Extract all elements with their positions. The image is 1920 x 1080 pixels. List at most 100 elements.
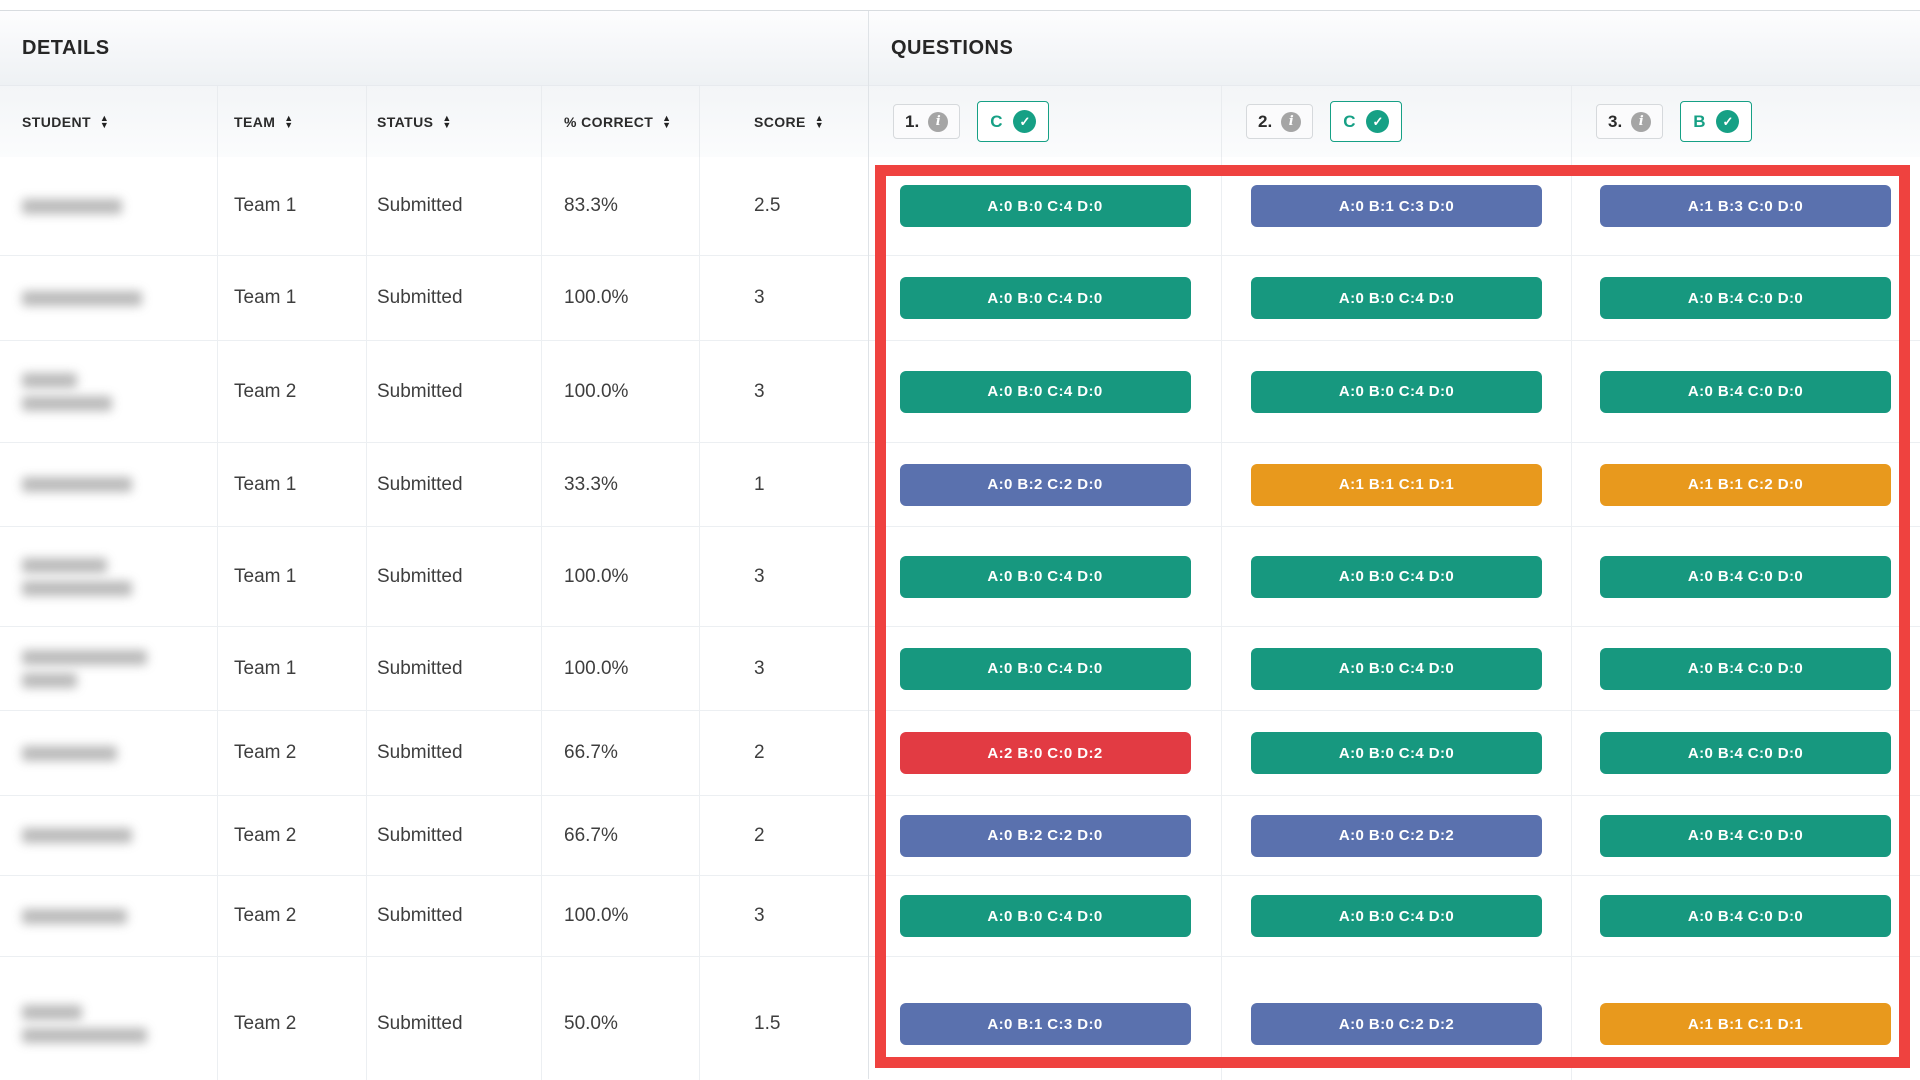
question-2-cell: A:0 B:0 C:4 D:0 [1221, 256, 1571, 340]
question-answers-row: A:2 B:0 C:0 D:2 A:0 B:0 C:4 D:0 A:0 B:4 C:… [869, 711, 1920, 796]
status-cell: Submitted [367, 443, 542, 526]
redacted-name-line [22, 1028, 147, 1043]
student-name-redacted [0, 876, 218, 956]
answer-distribution-pill[interactable]: A:0 B:0 C:4 D:0 [899, 555, 1191, 598]
team-cell: Team 1 [218, 443, 367, 526]
redacted-name-line [22, 557, 107, 573]
question-3-correct-answer-badge[interactable]: B ✓ [1680, 101, 1753, 142]
answer-distribution-pill[interactable]: A:0 B:1 C:3 D:0 [899, 1003, 1191, 1045]
answer-distribution-pill[interactable]: A:0 B:0 C:2 D:2 [1251, 814, 1542, 857]
student-name-redacted [0, 157, 218, 255]
question-3-cell: A:0 B:4 C:0 D:0 [1571, 796, 1919, 875]
question-header-3: 3. i B ✓ [1571, 86, 1919, 157]
question-3-cell: A:0 B:4 C:0 D:0 [1571, 627, 1919, 710]
score-cell: 1.5 [754, 1013, 781, 1034]
answer-distribution-pill[interactable]: A:0 B:4 C:0 D:0 [1600, 647, 1891, 690]
team-cell: Team 1 [218, 627, 367, 710]
answer-distribution-pill[interactable]: A:0 B:0 C:4 D:0 [899, 185, 1191, 227]
answer-distribution-pill[interactable]: A:0 B:4 C:0 D:0 [1600, 814, 1891, 857]
answer-distribution-pill[interactable]: A:1 B:1 C:1 D:1 [1251, 463, 1542, 506]
answer-distribution-pill[interactable]: A:0 B:2 C:2 D:0 [899, 814, 1191, 857]
question-answers-row: A:0 B:0 C:4 D:0 A:0 B:0 C:4 D:0 A:0 B:4 C:… [869, 256, 1920, 341]
student-name-redacted [0, 711, 218, 795]
question-number: 2. [1258, 111, 1273, 131]
answer-distribution-pill[interactable]: A:0 B:0 C:4 D:0 [1251, 555, 1542, 598]
answer-distribution-pill[interactable]: A:0 B:0 C:4 D:0 [1251, 732, 1542, 774]
answer-distribution-pill[interactable]: A:0 B:4 C:0 D:0 [1600, 555, 1891, 598]
answer-distribution-pill[interactable]: A:0 B:0 C:4 D:0 [899, 895, 1191, 937]
percent-correct-cell: 100.0% [542, 527, 700, 626]
question-1-correct-answer-badge[interactable]: C ✓ [977, 101, 1050, 142]
student-name-redacted [0, 443, 218, 526]
column-header-correct[interactable]: % CORRECT ▲ ▼ [542, 86, 700, 157]
answer-distribution-pill[interactable]: A:1 B:1 C:1 D:1 [1600, 1003, 1891, 1045]
question-3-cell: A:1 B:3 C:0 D:0 [1571, 157, 1919, 255]
status-cell: Submitted [367, 157, 542, 255]
status-cell: Submitted [367, 711, 542, 795]
column-header-score[interactable]: SCORE ▲ ▼ [700, 86, 869, 157]
questions-table-body: A:0 B:0 C:4 D:0 A:0 B:1 C:3 D:0 A:1 B:3 C:… [869, 157, 1920, 1080]
answer-distribution-pill[interactable]: A:1 B:1 C:2 D:0 [1600, 463, 1891, 506]
sort-down-arrow: ▼ [662, 119, 672, 130]
answer-distribution-pill[interactable]: A:0 B:4 C:0 D:0 [1600, 370, 1891, 413]
question-3-cell: A:1 B:1 C:2 D:0 [1571, 443, 1919, 526]
question-2-cell: A:0 B:0 C:2 D:2 [1221, 957, 1571, 1080]
answer-distribution-pill[interactable]: A:0 B:0 C:4 D:0 [899, 647, 1191, 690]
status-cell: Submitted [367, 341, 542, 442]
answer-distribution-pill[interactable]: A:0 B:4 C:0 D:0 [1600, 732, 1891, 774]
correct-answer-letter: B [1693, 111, 1706, 131]
answer-distribution-pill[interactable]: A:0 B:2 C:2 D:0 [899, 463, 1191, 506]
sort-up-arrow: ▲ [442, 112, 452, 123]
question-header-1: 1. i C ✓ [869, 86, 1221, 157]
team-cell: Team 2 [218, 341, 367, 442]
table-row: Team 2 Submitted 100.0% 3 [0, 876, 868, 957]
table-row: Team 2 Submitted 66.7% 2 [0, 796, 868, 876]
question-answers-row: A:0 B:2 C:2 D:0 A:0 B:0 C:2 D:2 A:0 B:4 C:… [869, 796, 1920, 876]
answer-distribution-pill[interactable]: A:0 B:0 C:4 D:0 [1251, 277, 1542, 319]
status-cell: Submitted [367, 957, 542, 1080]
redacted-name-line [22, 290, 142, 306]
column-header-label: SCORE [754, 113, 806, 130]
percent-correct-cell: 66.7% [542, 796, 700, 875]
sort-up-arrow: ▲ [99, 112, 110, 123]
sort-down-arrow: ▼ [99, 119, 110, 130]
table-row: Team 1 Submitted 33.3% 1 [0, 443, 868, 527]
redacted-name-line [22, 580, 132, 596]
score-cell: 2 [754, 824, 765, 846]
question-3-info-button[interactable]: 3. i [1596, 104, 1664, 139]
sort-icon: ▲ ▼ [99, 112, 110, 130]
answer-distribution-pill[interactable]: A:0 B:0 C:4 D:0 [899, 277, 1191, 319]
team-cell: Team 2 [218, 876, 367, 956]
student-name-redacted [0, 957, 218, 1080]
question-answers-row: A:0 B:2 C:2 D:0 A:1 B:1 C:1 D:1 A:1 B:1 C:… [869, 443, 1920, 527]
team-cell: Team 1 [218, 157, 367, 255]
score-cell: 1 [754, 473, 765, 495]
answer-distribution-pill[interactable]: A:0 B:0 C:4 D:0 [1251, 370, 1542, 413]
team-cell: Team 1 [218, 256, 367, 340]
question-3-cell: A:0 B:4 C:0 D:0 [1571, 527, 1919, 626]
column-header-student[interactable]: STUDENT ▲ ▼ [0, 86, 218, 157]
redacted-name-line [22, 745, 117, 761]
answer-distribution-pill[interactable]: A:0 B:0 C:4 D:0 [1251, 895, 1542, 937]
answer-distribution-pill[interactable]: A:0 B:1 C:3 D:0 [1251, 185, 1542, 227]
question-2-info-button[interactable]: 2. i [1246, 104, 1314, 139]
questions-panel: QUESTIONS 1. i C ✓ 2. i C ✓ 3. i B ✓ A:0 B:0 C:4 D:… [869, 11, 1920, 1080]
question-2-cell: A:0 B:0 C:4 D:0 [1221, 876, 1571, 956]
answer-distribution-pill[interactable]: A:0 B:4 C:0 D:0 [1600, 895, 1891, 937]
team-cell: Team 2 [218, 957, 367, 1080]
table-row: Team 2 Submitted 50.0% 1.5 [0, 957, 868, 1080]
question-number: 3. [1608, 111, 1623, 131]
answer-distribution-pill[interactable]: A:0 B:0 C:2 D:2 [1251, 1003, 1542, 1045]
answer-distribution-pill[interactable]: A:0 B:0 C:4 D:0 [1251, 647, 1542, 690]
question-1-cell: A:0 B:0 C:4 D:0 [869, 341, 1221, 442]
answer-distribution-pill[interactable]: A:0 B:4 C:0 D:0 [1600, 277, 1891, 319]
question-1-info-button[interactable]: 1. i [893, 104, 961, 139]
column-header-status[interactable]: STATUS ▲ ▼ [367, 86, 542, 157]
column-header-team[interactable]: TEAM ▲ ▼ [218, 86, 367, 157]
answer-distribution-pill[interactable]: A:0 B:0 C:4 D:0 [899, 370, 1191, 413]
question-2-correct-answer-badge[interactable]: C ✓ [1330, 101, 1403, 142]
percent-correct-cell: 66.7% [542, 711, 700, 795]
answer-distribution-pill[interactable]: A:1 B:3 C:0 D:0 [1600, 185, 1891, 227]
answer-distribution-pill[interactable]: A:2 B:0 C:0 D:2 [899, 732, 1191, 774]
